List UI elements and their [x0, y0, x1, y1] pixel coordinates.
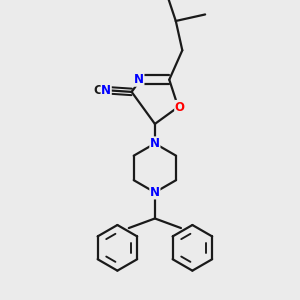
Text: C: C — [93, 84, 102, 97]
Text: O: O — [175, 100, 185, 113]
Text: N: N — [150, 186, 160, 199]
Text: N: N — [150, 137, 160, 150]
Text: N: N — [134, 73, 144, 86]
Text: N: N — [101, 84, 111, 97]
